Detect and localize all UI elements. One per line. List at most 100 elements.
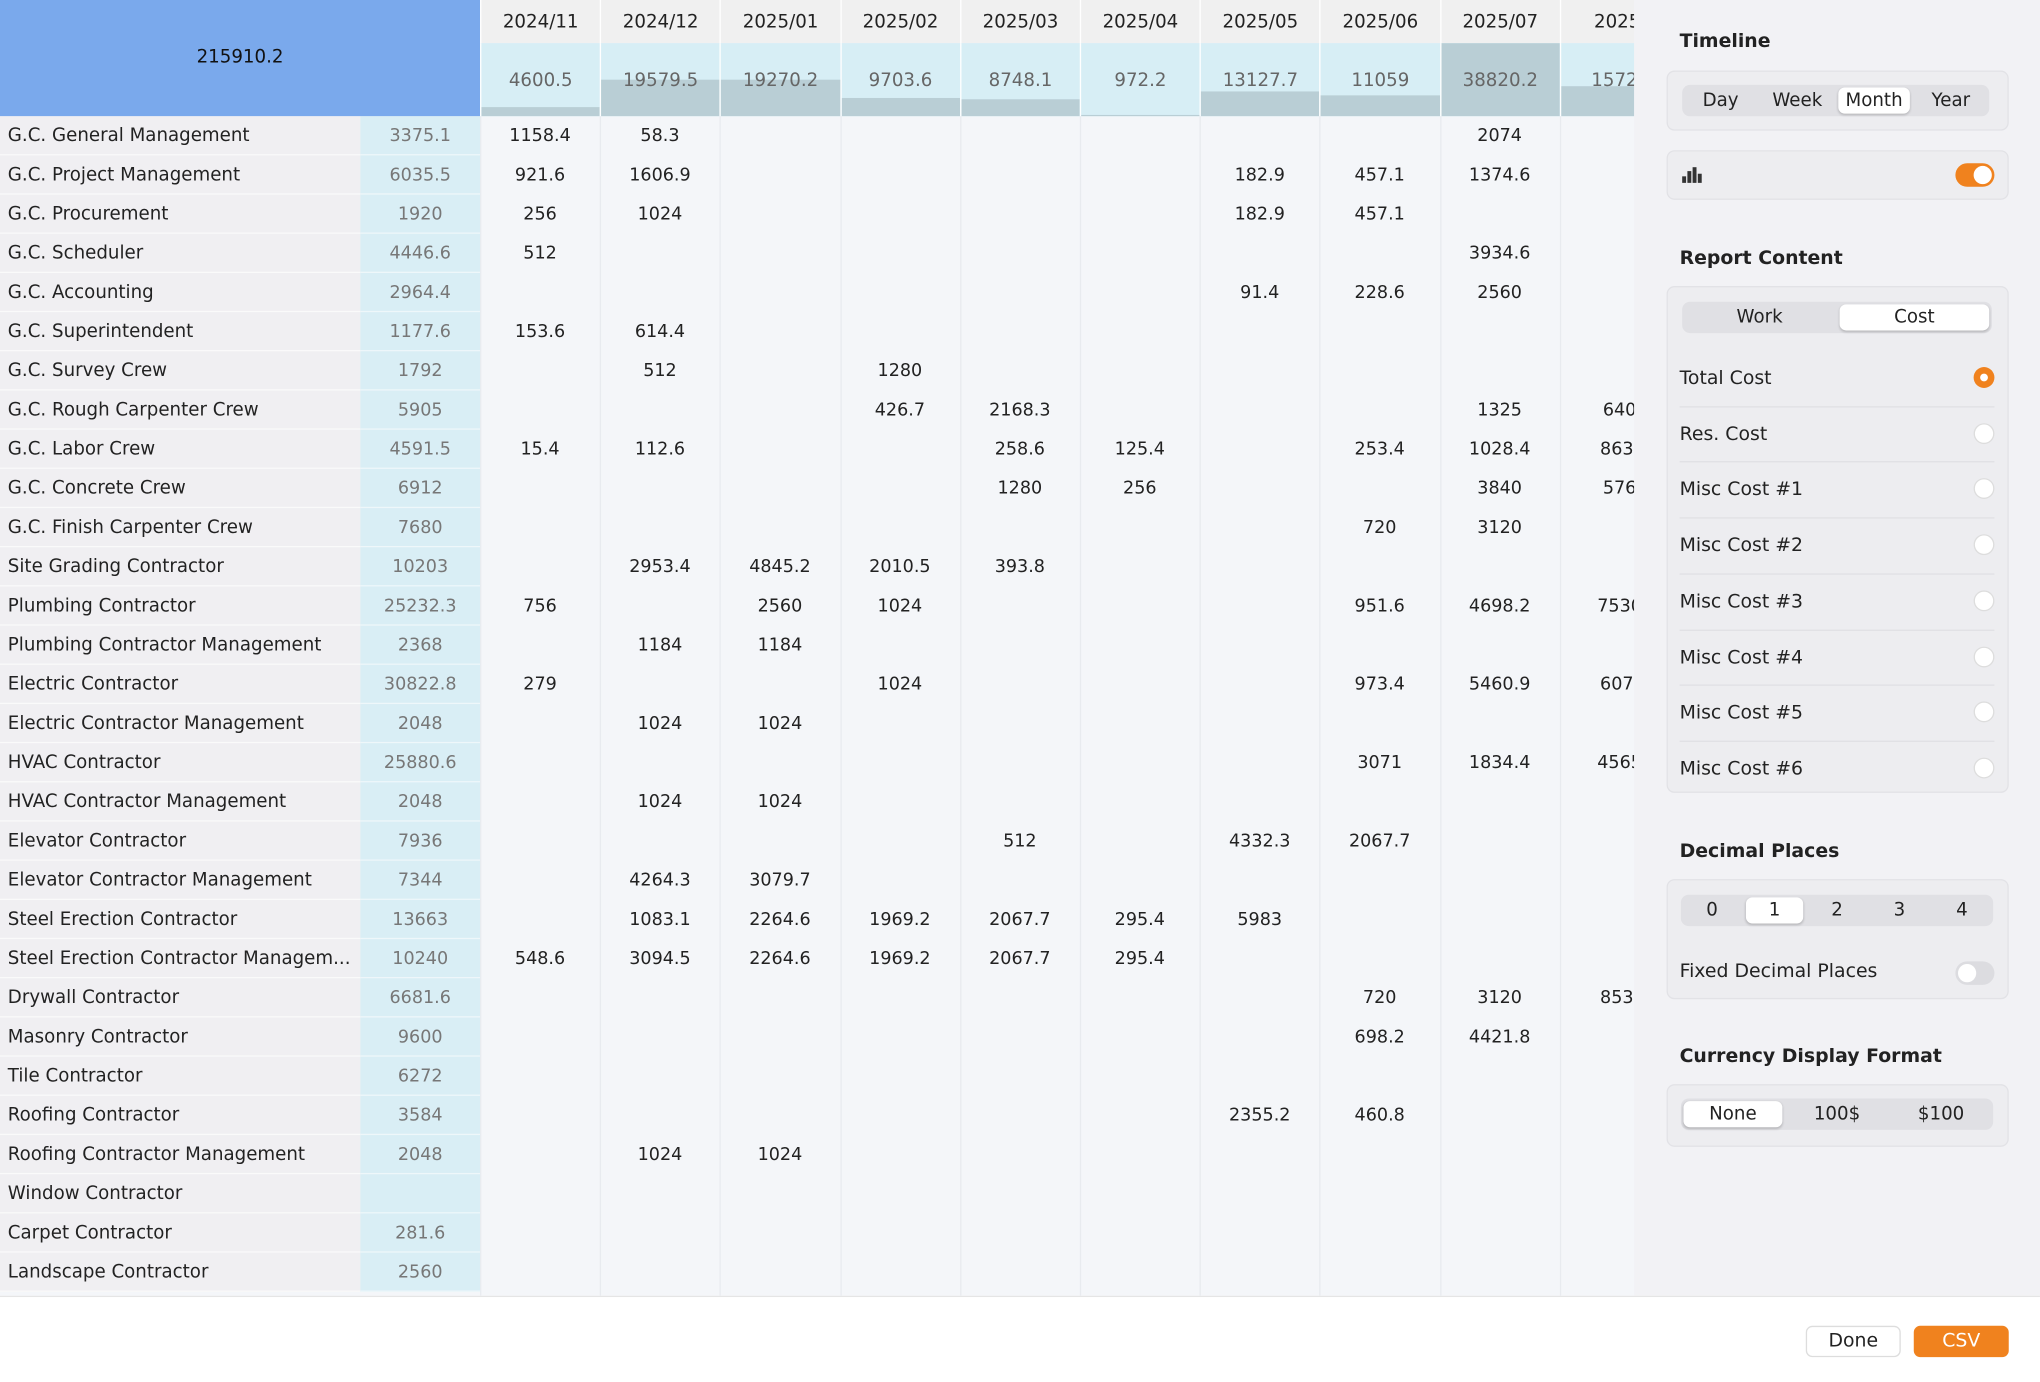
month-total-cell: 38820.2 [1439,43,1560,117]
radio[interactable] [1973,590,1995,612]
cell: 3934.6 [1468,242,1531,264]
cell: 2067.7 [989,909,1051,931]
radio[interactable] [1973,645,1995,667]
month-header: 2024/11 [480,0,601,44]
radio[interactable] [1973,534,1995,556]
segment[interactable]: Work [1736,306,1783,328]
month-header: 2025/07 [1439,0,1560,44]
cell: 256 [1123,478,1157,499]
cell: 91.4 [1240,282,1280,304]
row-name: Plumbing Contractor [0,586,361,626]
cell: 228.6 [1354,282,1405,304]
row-name: Plumbing Contractor Management [0,625,361,665]
row-name: G.C. Survey Crew [0,351,361,391]
segment[interactable]: 3 [1893,899,1906,921]
footer [0,1295,2040,1382]
segment[interactable]: 0 [1706,899,1718,921]
cell: 4421.8 [1468,1026,1531,1048]
icon-bar [1697,173,1702,183]
segmented-control [1682,84,1990,117]
cell: 426.7 [874,399,926,421]
month-header: 2024/12 [600,0,720,44]
row-total: 6035.5 [360,155,481,195]
radio[interactable] [1973,757,1995,779]
cell: 4845.2 [749,556,811,578]
cell: 1325 [1477,399,1522,421]
row-total: 1177.6 [360,312,481,352]
row-name: Electric Contractor Management [0,704,361,744]
csv-button[interactable]: CSV [1913,1325,2009,1358]
row-name: Elevator Contractor Management [0,860,361,900]
cell: 1028.4 [1468,438,1531,460]
row-total: 3375.1 [360,116,481,156]
row-name: Steel Erection Contractor Managem... [0,939,361,979]
cell: 279 [523,673,557,695]
row-name: Roofing Contractor Management [0,1135,361,1175]
row-total: 2048 [360,782,481,822]
separator [1679,740,1995,742]
option-label[interactable]: Misc Cost #5 [1679,702,1804,724]
option-label[interactable]: Total Cost [1679,368,1772,390]
segment[interactable]: Year [1931,90,1971,112]
month-total-bar [481,107,601,117]
row-name: Site Grading Contractor [0,547,361,587]
row-total: 2964.4 [360,272,481,313]
row-total: 1920 [360,194,481,234]
segment[interactable]: Week [1772,90,1823,112]
done-button[interactable]: Done [1805,1325,1901,1358]
row-name: G.C. Scheduler [0,233,361,273]
option-label[interactable]: Misc Cost #1 [1679,479,1804,501]
cell: 1158.4 [509,125,571,147]
column-divider [600,116,602,1296]
cell: 512 [1003,830,1037,852]
row-name: G.C. Labor Crew [0,429,361,469]
cell: 256 [523,203,557,225]
option-label[interactable]: Misc Cost #4 [1679,647,1804,669]
row-total: 6912 [360,468,481,509]
segment[interactable]: 2 [1831,899,1843,921]
segment[interactable]: None [1683,1101,1783,1128]
month-total: 972.2 [1114,70,1167,92]
cell: 512 [523,242,557,264]
month-total-cell: 19579.5 [600,43,720,117]
toggle[interactable] [1955,163,1995,187]
segment[interactable]: Cost [1839,304,1990,331]
month-total: 9703.6 [868,70,933,92]
row-name: Window Contractor [0,1174,361,1214]
chart-icon [1682,165,1703,183]
column-divider [1319,116,1322,1296]
cell: 7530 [1597,595,1642,617]
option-label[interactable]: Misc Cost #2 [1679,535,1804,557]
cell: 1834.4 [1468,752,1531,774]
month-total-bar [1321,95,1440,117]
radio[interactable] [1973,478,1995,500]
segment[interactable]: 1 [1745,897,1804,924]
segment[interactable]: Day [1702,90,1739,112]
cell: 4565 [1597,752,1642,774]
segment[interactable]: Month [1838,87,1910,114]
cell: 1024 [757,1144,803,1166]
cell: 3079.7 [749,869,811,891]
option-label[interactable]: Res. Cost [1679,424,1768,446]
cell: 2168.3 [989,399,1051,421]
segment[interactable]: $100 [1917,1103,1965,1125]
row-name: G.C. Project Management [0,155,361,195]
option-label[interactable]: Misc Cost #3 [1679,591,1804,613]
cell: 973.4 [1354,673,1405,695]
row-total: 4591.5 [360,429,481,469]
month-total-cell: 11059 [1319,43,1440,117]
radio[interactable] [1973,422,1995,444]
month-total: 11059 [1351,70,1410,92]
option-label[interactable]: Misc Cost #6 [1679,758,1804,780]
radio[interactable] [1973,701,1995,723]
cell: 1969.2 [869,909,931,931]
segment[interactable]: 100$ [1813,1103,1861,1125]
segmented-control [1680,894,1994,927]
row-total: 7344 [360,860,481,900]
cell: 1184 [757,634,803,656]
segment[interactable]: 4 [1956,899,1968,921]
cell: 460.8 [1354,1105,1405,1126]
month-total: 13127.7 [1222,70,1299,92]
toggle[interactable] [1955,961,1995,985]
month-total: 8748.1 [988,70,1053,92]
